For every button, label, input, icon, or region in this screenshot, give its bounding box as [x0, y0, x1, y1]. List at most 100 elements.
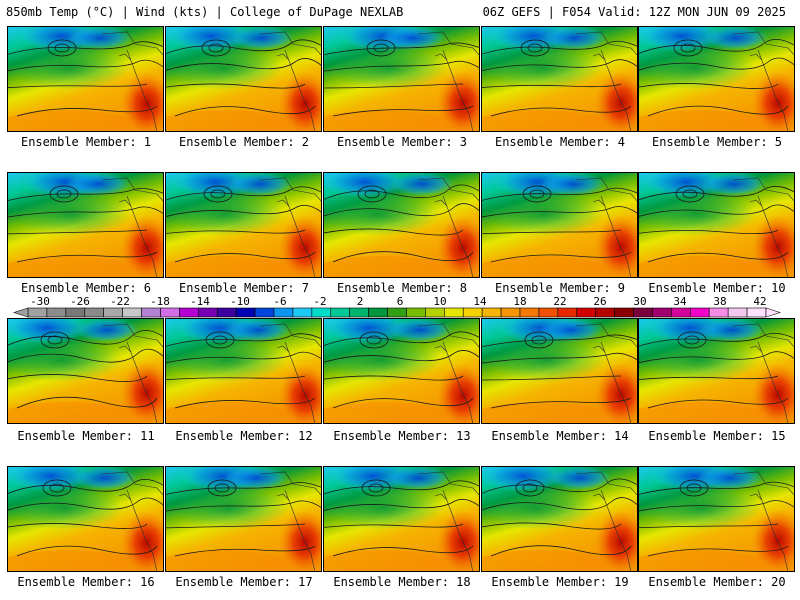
- ensemble-member-map: [323, 172, 480, 278]
- colorbar-tick-label: -18: [150, 295, 170, 308]
- colorbar-tick-label: 42: [753, 295, 766, 308]
- colorbar-swatch: [746, 307, 767, 318]
- colorbar-tick-label: -14: [190, 295, 210, 308]
- colorbar-swatch: [481, 307, 502, 318]
- temperature-colorbar: -30 -26 -22 -18 -14 -10 -6 -2 2 6 10 14 18 22 26 30 34 38…: [13, 295, 781, 318]
- ensemble-member-map: [638, 466, 795, 572]
- colorbar-swatch: [406, 307, 426, 318]
- ensemble-member-map: [323, 466, 480, 572]
- colorbar-swatch: [84, 307, 104, 318]
- ensemble-member-caption: Ensemble Member: 2: [178, 135, 310, 149]
- ensemble-member-map: [7, 26, 164, 132]
- ensemble-member-caption: Ensemble Member: 13: [333, 429, 471, 443]
- colorbar-tick-label: -2: [313, 295, 326, 308]
- ensemble-member-caption: Ensemble Member: 19: [491, 575, 629, 589]
- ensemble-member-caption: Ensemble Member: 15: [648, 429, 786, 443]
- colorbar-tick-label: 2: [357, 295, 364, 308]
- ensemble-member-map: [165, 26, 322, 132]
- product-title: 850mb Temp (°C) | Wind (kts) | College o…: [6, 5, 404, 19]
- ensemble-member-caption: Ensemble Member: 6: [20, 281, 152, 295]
- colorbar-swatch: [349, 307, 369, 318]
- ensemble-member-map: [481, 318, 638, 424]
- colorbar-swatch: [595, 307, 615, 318]
- ensemble-member-map: [481, 26, 638, 132]
- ensemble-member-caption: Ensemble Member: 18: [333, 575, 471, 589]
- ensemble-member-caption: Ensemble Member: 20: [648, 575, 786, 589]
- colorbar-swatch: [46, 307, 67, 318]
- colorbar-tick-label: -22: [110, 295, 130, 308]
- colorbar-swatch: [311, 307, 332, 318]
- colorbar-swatch: [444, 307, 464, 318]
- colorbar-swatch: [179, 307, 199, 318]
- ensemble-member-caption: Ensemble Member: 1: [20, 135, 152, 149]
- colorbar-swatch: [368, 307, 388, 318]
- colorbar-tick-label: 30: [633, 295, 646, 308]
- ensemble-member-caption: Ensemble Member: 5: [651, 135, 783, 149]
- model-run-valid-time: 06Z GEFS | F054 Valid: 12Z MON JUN 09 20…: [482, 5, 786, 19]
- colorbar-swatch: [65, 307, 86, 318]
- ensemble-member-map: [7, 318, 164, 424]
- colorbar-swatch: [216, 307, 237, 318]
- colorbar-swatch: [727, 307, 748, 318]
- ensemble-member-map: [7, 172, 164, 278]
- ensemble-member-caption: Ensemble Member: 4: [494, 135, 626, 149]
- ensemble-member-map: [165, 318, 322, 424]
- colorbar-swatch: [538, 307, 559, 318]
- ensemble-member-map: [638, 172, 795, 278]
- colorbar-tick-label: -10: [230, 295, 250, 308]
- colorbar-swatch: [387, 307, 407, 318]
- ensemble-member-caption: Ensemble Member: 14: [491, 429, 629, 443]
- colorbar-swatch: [500, 307, 521, 318]
- ensemble-member-caption: Ensemble Member: 11: [17, 429, 155, 443]
- colorbar-swatch: [198, 307, 218, 318]
- ensemble-member-map: [638, 26, 795, 132]
- colorbar-swatch: [519, 307, 540, 318]
- colorbar-swatch: [690, 307, 710, 318]
- colorbar-tick-label: 14: [473, 295, 487, 308]
- ensemble-member-map: [481, 172, 638, 278]
- colorbar-swatch: [27, 307, 48, 318]
- colorbar-tick-label: 26: [593, 295, 606, 308]
- colorbar-swatch: [273, 307, 294, 318]
- colorbar-swatch: [330, 307, 350, 318]
- colorbar-swatch: [235, 307, 256, 318]
- colorbar-tick-label: 18: [513, 295, 526, 308]
- colorbar-swatch: [614, 307, 634, 318]
- colorbar-tick-label: 6: [397, 295, 404, 308]
- colorbar-swatch: [652, 307, 672, 318]
- ensemble-member-map: [481, 466, 638, 572]
- ensemble-member-caption: Ensemble Member: 3: [336, 135, 468, 149]
- colorbar-swatch: [671, 307, 691, 318]
- ensemble-member-map: [323, 26, 480, 132]
- ensemble-member-caption: Ensemble Member: 7: [178, 281, 310, 295]
- colorbar-tick-label: -6: [273, 295, 286, 308]
- colorbar-swatch: [254, 307, 275, 318]
- colorbar-tick-label: 10: [433, 295, 446, 308]
- ensemble-member-map: [638, 318, 795, 424]
- colorbar-swatch: [292, 307, 313, 318]
- ensemble-member-caption: Ensemble Member: 10: [648, 281, 786, 295]
- colorbar-swatch: [160, 307, 180, 318]
- colorbar-tick-label: -26: [70, 295, 90, 308]
- colorbar-swatch: [103, 307, 123, 318]
- colorbar-max-arrow: [765, 307, 781, 318]
- colorbar-tick-label: 38: [713, 295, 726, 308]
- ensemble-member-caption: Ensemble Member: 16: [17, 575, 155, 589]
- colorbar-swatch: [557, 307, 578, 318]
- colorbar-tick-label: 34: [673, 295, 687, 308]
- ensemble-member-caption: Ensemble Member: 8: [336, 281, 468, 295]
- colorbar-tick-label: -30: [30, 295, 50, 308]
- ensemble-member-map: [165, 466, 322, 572]
- ensemble-member-caption: Ensemble Member: 12: [175, 429, 313, 443]
- ensemble-member-caption: Ensemble Member: 9: [494, 281, 626, 295]
- colorbar-min-arrow: [13, 307, 29, 318]
- ensemble-member-map: [323, 318, 480, 424]
- colorbar-swatch: [708, 307, 729, 318]
- ensemble-member-caption: Ensemble Member: 17: [175, 575, 313, 589]
- colorbar-swatch: [122, 307, 142, 318]
- colorbar-swatch: [425, 307, 445, 318]
- colorbar-swatch: [462, 307, 483, 318]
- colorbar-swatch: [141, 307, 161, 318]
- colorbar-swatch: [576, 307, 596, 318]
